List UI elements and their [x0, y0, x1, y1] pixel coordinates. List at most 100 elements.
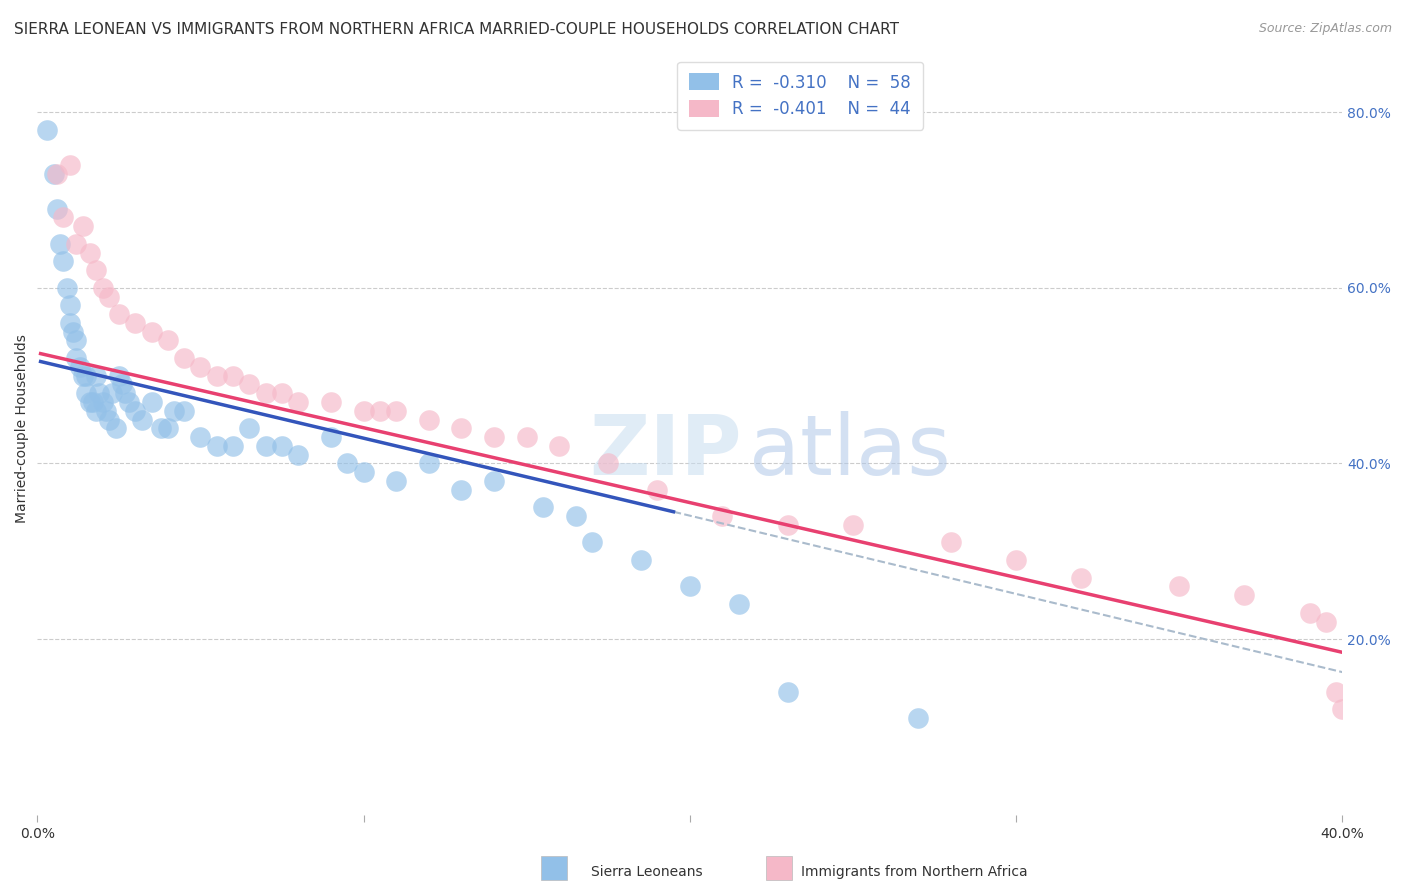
- Point: [118, 395, 141, 409]
- Point: [94, 403, 117, 417]
- Point: [271, 439, 294, 453]
- Text: Sierra Leoneans: Sierra Leoneans: [591, 865, 702, 880]
- Point: [84, 368, 107, 383]
- Point: [319, 430, 342, 444]
- Point: [336, 457, 359, 471]
- Point: [75, 368, 97, 383]
- Point: [907, 711, 929, 725]
- Point: [79, 395, 101, 409]
- Point: [287, 395, 309, 409]
- Point: [450, 483, 472, 497]
- Point: [482, 474, 505, 488]
- Point: [65, 236, 87, 251]
- Point: [52, 211, 75, 225]
- Text: atlas: atlas: [748, 411, 950, 492]
- Point: [62, 325, 84, 339]
- Point: [1005, 553, 1028, 567]
- Point: [254, 439, 277, 453]
- Point: [91, 395, 114, 409]
- Point: [91, 281, 114, 295]
- Text: SIERRA LEONEAN VS IMMIGRANTS FROM NORTHERN AFRICA MARRIED-COUPLE HOUSEHOLDS CORR: SIERRA LEONEAN VS IMMIGRANTS FROM NORTHE…: [14, 22, 898, 37]
- Point: [82, 395, 104, 409]
- Point: [59, 298, 82, 312]
- Point: [59, 158, 82, 172]
- Point: [173, 403, 195, 417]
- Point: [89, 386, 111, 401]
- Point: [222, 368, 245, 383]
- Point: [141, 325, 163, 339]
- Point: [98, 289, 121, 303]
- Point: [65, 351, 87, 365]
- Point: [238, 421, 260, 435]
- Point: [65, 334, 87, 348]
- Point: [1331, 702, 1354, 716]
- Point: [156, 421, 179, 435]
- Point: [108, 307, 131, 321]
- Point: [52, 254, 75, 268]
- Point: [271, 386, 294, 401]
- Point: [385, 403, 408, 417]
- Point: [190, 430, 212, 444]
- Point: [842, 517, 865, 532]
- Point: [630, 553, 652, 567]
- Point: [156, 334, 179, 348]
- Point: [711, 509, 734, 524]
- Point: [1315, 615, 1337, 629]
- Point: [84, 263, 107, 277]
- Point: [1324, 685, 1347, 699]
- Point: [368, 403, 391, 417]
- Point: [564, 509, 586, 524]
- Point: [418, 457, 440, 471]
- Point: [104, 421, 127, 435]
- Point: [776, 517, 799, 532]
- Point: [598, 457, 620, 471]
- Point: [776, 685, 799, 699]
- Point: [49, 236, 72, 251]
- Point: [45, 167, 67, 181]
- Point: [108, 368, 131, 383]
- Point: [141, 395, 163, 409]
- Point: [72, 368, 94, 383]
- Point: [645, 483, 668, 497]
- Point: [84, 403, 107, 417]
- Point: [42, 167, 65, 181]
- Point: [150, 421, 173, 435]
- Point: [79, 245, 101, 260]
- Point: [101, 386, 124, 401]
- Point: [114, 386, 136, 401]
- Point: [319, 395, 342, 409]
- Point: [1298, 606, 1320, 620]
- Point: [69, 359, 91, 374]
- Point: [163, 403, 186, 417]
- Point: [111, 377, 134, 392]
- Point: [482, 430, 505, 444]
- Point: [98, 412, 121, 426]
- Point: [55, 281, 77, 295]
- Point: [581, 535, 603, 549]
- Point: [131, 412, 153, 426]
- Point: [75, 386, 97, 401]
- Point: [124, 403, 146, 417]
- Point: [238, 377, 260, 392]
- Point: [548, 439, 571, 453]
- Y-axis label: Married-couple Households: Married-couple Households: [15, 334, 30, 523]
- Point: [1168, 579, 1191, 593]
- Point: [939, 535, 962, 549]
- Point: [353, 403, 375, 417]
- Point: [205, 368, 228, 383]
- Point: [254, 386, 277, 401]
- Legend: R =  -0.310    N =  58, R =  -0.401    N =  44: R = -0.310 N = 58, R = -0.401 N = 44: [678, 62, 922, 129]
- Point: [679, 579, 702, 593]
- Point: [1070, 571, 1092, 585]
- Point: [531, 500, 554, 515]
- Point: [72, 219, 94, 234]
- Text: Source: ZipAtlas.com: Source: ZipAtlas.com: [1258, 22, 1392, 36]
- Text: ZIP: ZIP: [589, 411, 742, 492]
- Point: [222, 439, 245, 453]
- Point: [1233, 588, 1256, 602]
- Text: Immigrants from Northern Africa: Immigrants from Northern Africa: [801, 865, 1028, 880]
- Point: [385, 474, 408, 488]
- Point: [516, 430, 538, 444]
- Point: [45, 202, 67, 216]
- Point: [173, 351, 195, 365]
